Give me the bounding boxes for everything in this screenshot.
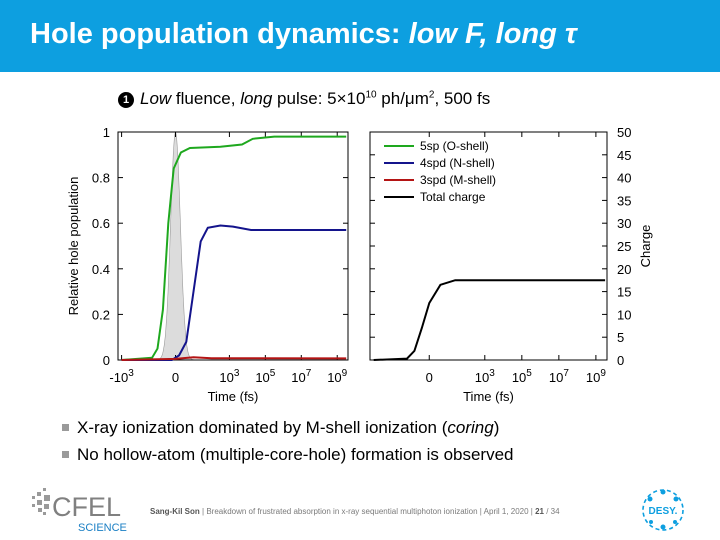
right-y-tick-label: 30: [617, 216, 631, 231]
left-x-tick-label: 0: [172, 370, 179, 385]
slide-subtitle: 1 Low fluence, long pulse: 5×1010 ph/μm2,…: [118, 89, 490, 109]
left-y-tick-label: 0.6: [92, 216, 110, 231]
cfel-logo-text: CFEL: [52, 492, 121, 522]
right-y-tick-label: 5: [617, 330, 624, 345]
right-y-tick-label: 45: [617, 148, 631, 163]
left-series-line-1: [121, 224, 347, 361]
desy-logo: DESY.: [642, 489, 684, 531]
left-x-tick-label: 103: [219, 368, 239, 385]
left-y-tick-label: 0.4: [92, 262, 110, 277]
right-y-axis-label: Charge: [638, 225, 653, 268]
left-x-axis-label: Time (fs): [208, 389, 259, 404]
right-series-line-0: [373, 279, 606, 361]
right-y-tick-label: 40: [617, 171, 631, 186]
right-y-tick-label: 15: [617, 285, 631, 300]
right-x-tick-label: 109: [586, 368, 606, 385]
left-y-tick-label: 0: [103, 353, 110, 368]
right-y-tick-label: 25: [617, 239, 631, 254]
number-one-icon: 1: [118, 92, 134, 108]
right-y-tick-label: 20: [617, 262, 631, 277]
right-x-tick-label: 0: [426, 370, 433, 385]
right-y-tick-label: 0: [617, 353, 624, 368]
legend-label-2: 3spd (M-shell): [420, 173, 496, 187]
legend-label-3: Total charge: [420, 190, 486, 204]
cfel-logo-dots-icon: [32, 488, 50, 515]
desy-logo-text: DESY.: [649, 506, 678, 517]
left-y-tick-label: 0.8: [92, 171, 110, 186]
left-plot-frame: [117, 131, 349, 361]
left-x-tick-label: 107: [291, 368, 311, 385]
left-x-tick-label: 109: [327, 368, 347, 385]
left-x-tick-label: 105: [255, 368, 275, 385]
legend-label-0: 5sp (O-shell): [420, 139, 489, 153]
footer: Sang-Kil Son | Breakdown of frustrated a…: [150, 507, 560, 516]
left-y-tick-label: 0.2: [92, 307, 110, 322]
right-x-tick-label: 103: [475, 368, 495, 385]
right-y-tick-label: 35: [617, 193, 631, 208]
cfel-logo: CFEL SCIENCE: [32, 488, 127, 534]
cfel-logo-science: SCIENCE: [78, 522, 127, 534]
slide-title: Hole population dynamics: low F, long τ: [30, 18, 577, 50]
right-x-tick-label: 107: [549, 368, 569, 385]
right-x-tick-label: 105: [512, 368, 532, 385]
right-y-tick-label: 50: [617, 125, 631, 140]
desy-logo-dots-icon: [647, 489, 679, 530]
left-x-tick-label: -103: [109, 368, 134, 385]
right-x-axis-label: Time (fs): [463, 389, 514, 404]
bullet-list: X-ray ionization dominated by M-shell io…: [62, 418, 514, 472]
left-y-tick-label: 1: [103, 125, 110, 140]
left-y-axis-label: Relative hole population: [66, 177, 81, 316]
bullet-square-icon: [62, 451, 69, 458]
legend-label-1: 4spd (N-shell): [420, 156, 495, 170]
left-series-line-0: [121, 135, 347, 361]
bullet-1: X-ray ionization dominated by M-shell io…: [62, 418, 514, 438]
bullet-2: No hollow-atom (multiple-core-hole) form…: [62, 445, 514, 465]
bullet-square-icon: [62, 424, 69, 431]
pulse-profile: [153, 131, 198, 361]
left-series-line-2: [121, 356, 347, 361]
right-plot-frame: [369, 131, 608, 361]
title-bar: [0, 0, 720, 72]
right-y-tick-label: 10: [617, 307, 631, 322]
